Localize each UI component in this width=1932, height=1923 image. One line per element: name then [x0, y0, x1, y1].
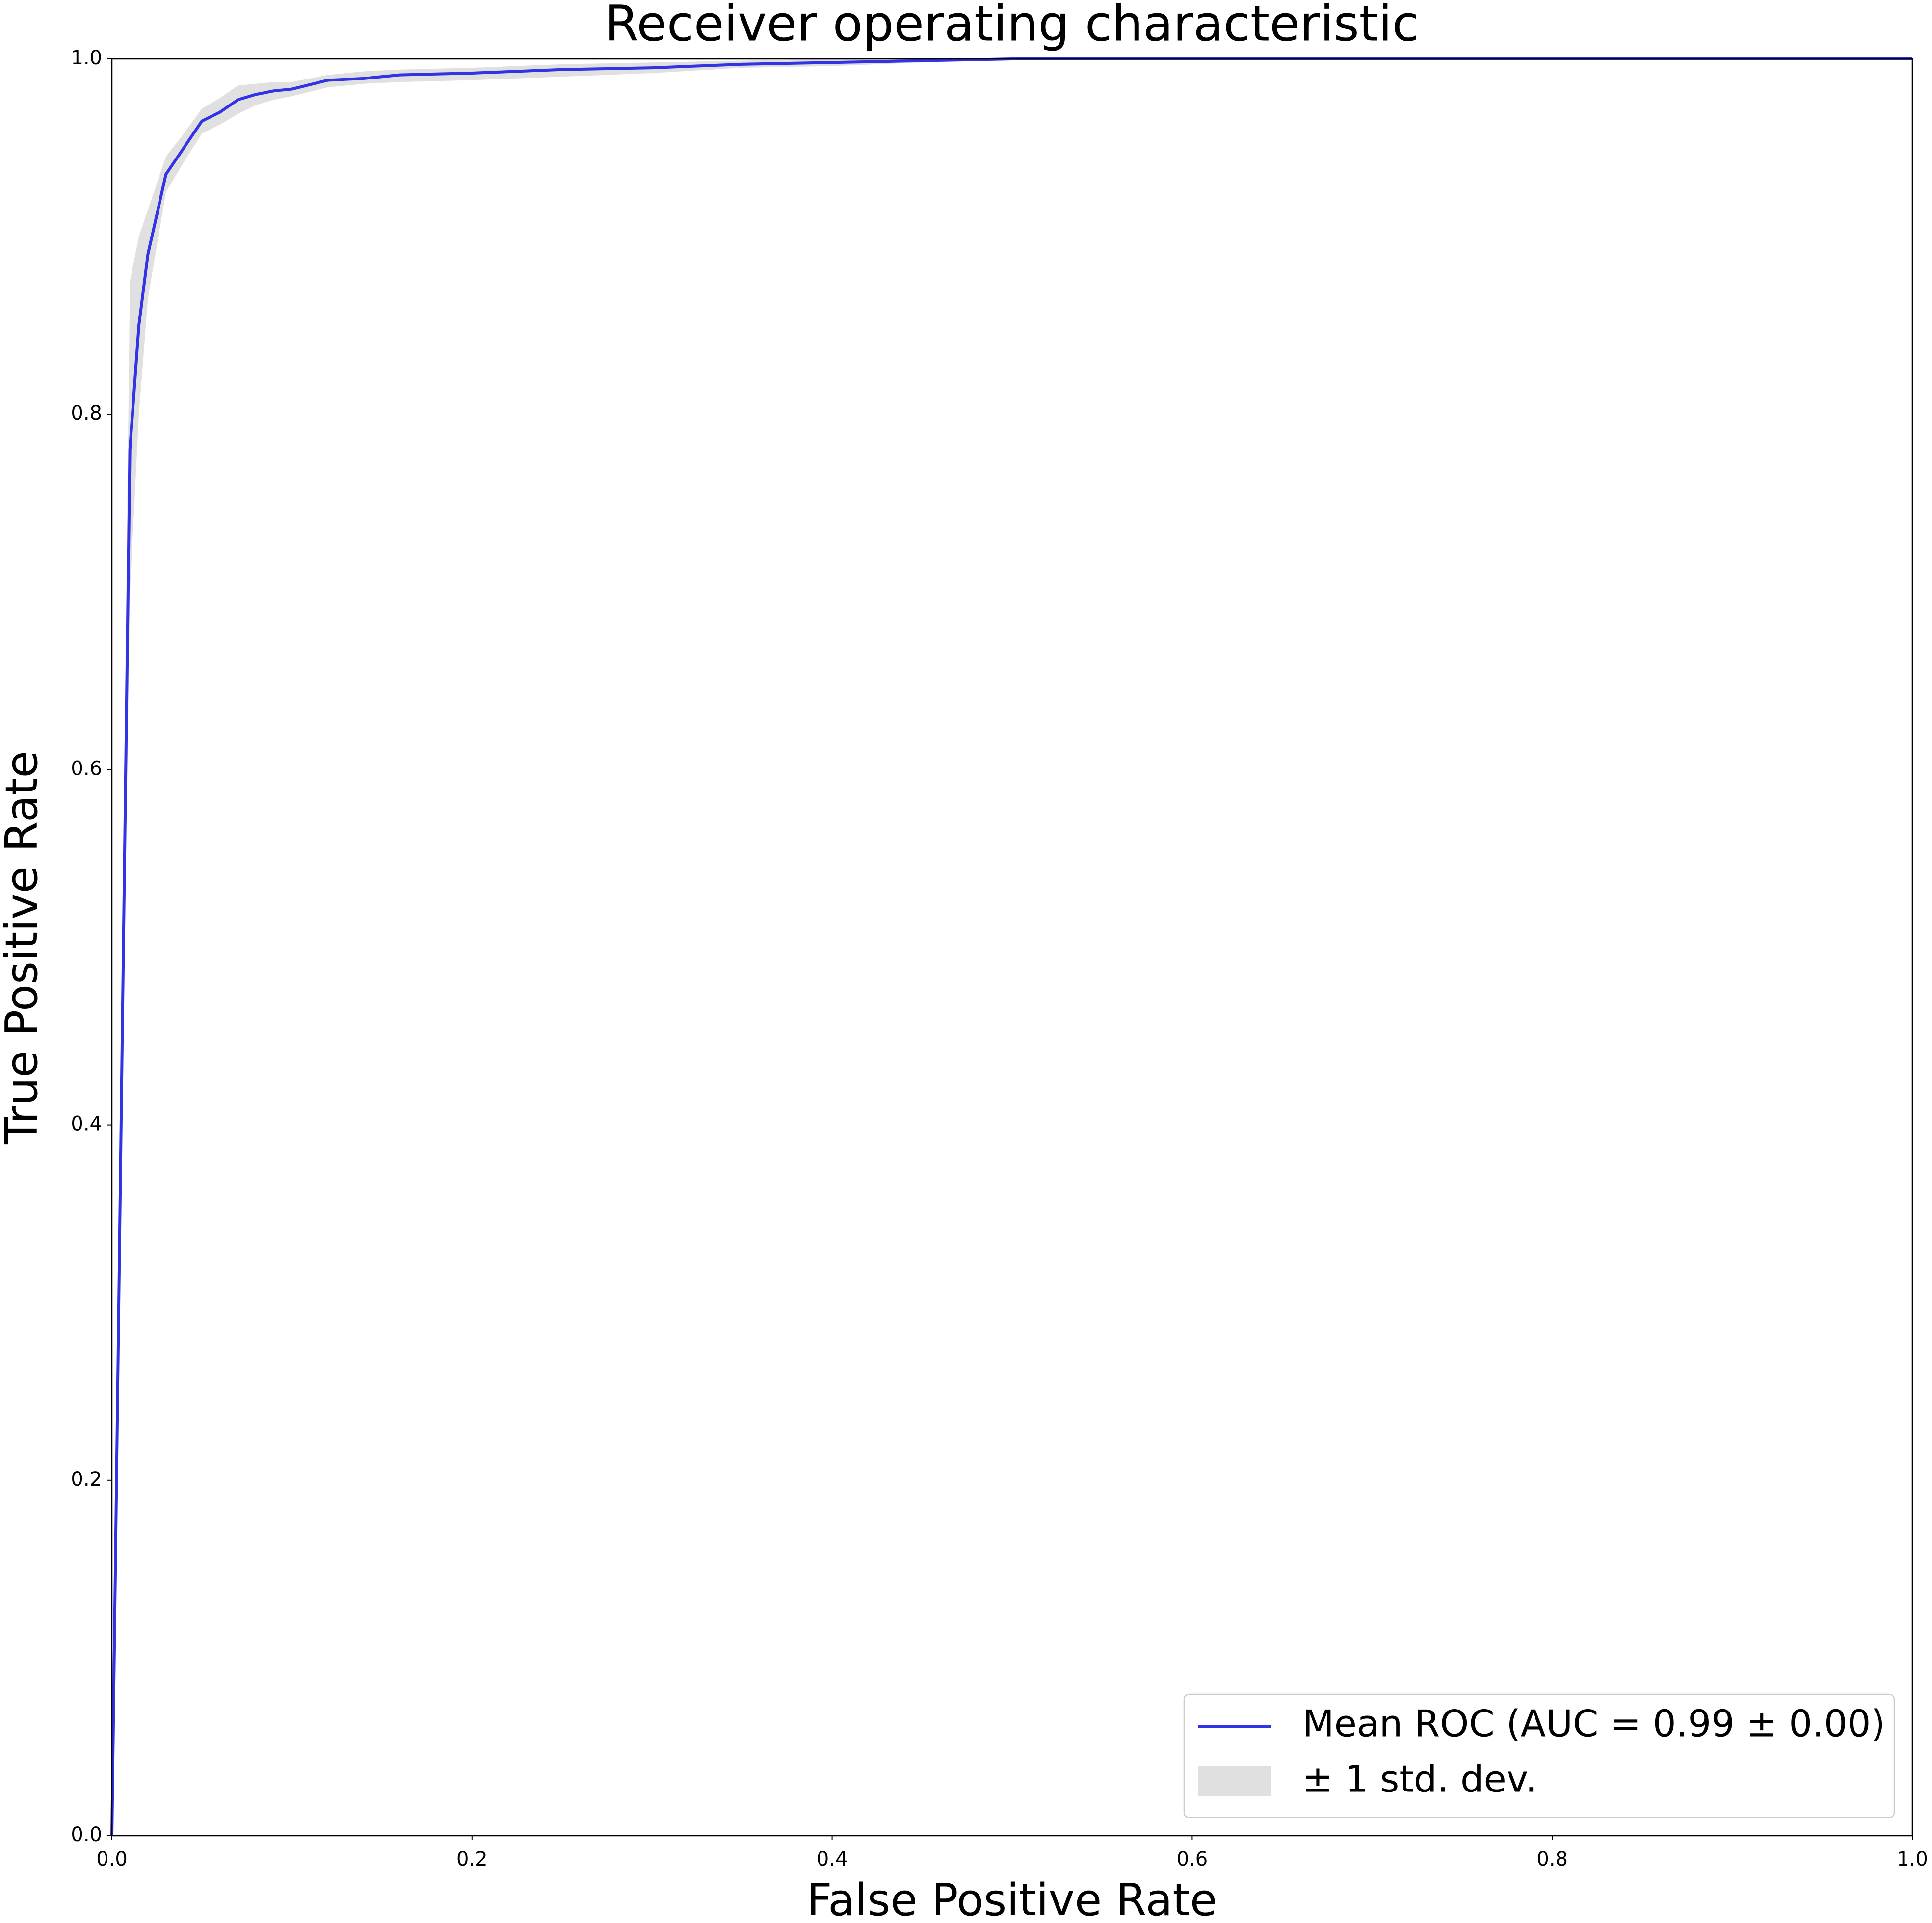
legend-box [1183, 1693, 1895, 1818]
y-tick-label: 0.2 [71, 1468, 102, 1491]
chart-title: Receiver operating characteristic [605, 0, 1419, 52]
y-axis-label: True Positive Rate [0, 751, 48, 1145]
std-band [112, 59, 1912, 1836]
x-tick-label: 1.0 [1897, 1848, 1928, 1870]
legend-label: ± 1 std. dev. [1302, 1758, 1537, 1801]
legend-label: Mean ROC (AUC = 0.99 ± 0.00) [1302, 1702, 1885, 1745]
y-tick-label: 0.0 [71, 1823, 102, 1846]
y-tick-label: 0.6 [71, 757, 102, 780]
plot-frame [111, 58, 1913, 1837]
y-tick-label: 1.0 [71, 47, 102, 69]
y-tick-label: 0.4 [71, 1113, 102, 1135]
x-tick-label: 0.8 [1536, 1848, 1568, 1870]
y-tick-label: 0.8 [71, 402, 102, 424]
roc-line [110, 57, 1912, 1836]
x-tick-label: 0.6 [1177, 1848, 1208, 1870]
legend-patch [1198, 1766, 1271, 1796]
x-tick-label: 0.0 [96, 1848, 128, 1870]
x-tick-label: 0.2 [456, 1848, 488, 1870]
x-axis-label: False Positive Rate [807, 1874, 1217, 1923]
x-tick-label: 0.4 [817, 1848, 848, 1870]
